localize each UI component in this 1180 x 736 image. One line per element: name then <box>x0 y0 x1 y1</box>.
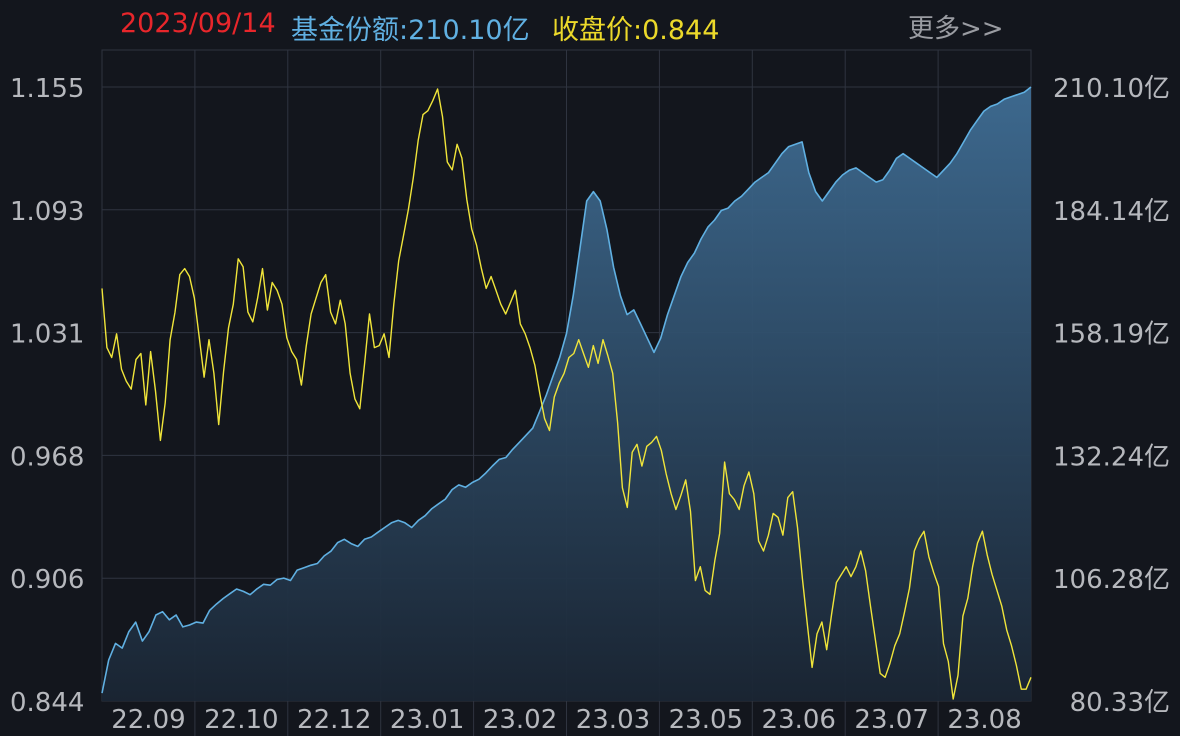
x-tick-label: 23.07 <box>854 705 928 735</box>
close-price-label: 收盘价: <box>552 15 643 46</box>
x-tick-label: 23.02 <box>483 705 557 735</box>
more-link[interactable]: 更多>> <box>908 14 1004 44</box>
x-tick-label: 22.12 <box>297 705 371 735</box>
fund-share-value: 210.10亿 <box>408 15 530 46</box>
x-tick-label: 22.09 <box>111 705 185 735</box>
x-tick-label: 23.03 <box>576 705 650 735</box>
x-tick-label: 23.01 <box>390 705 464 735</box>
y-right-tick-label: 132.24亿 <box>1053 442 1170 472</box>
close-price-value: 0.844 <box>642 15 720 46</box>
fund-share-line <box>101 86 1032 694</box>
y-left-tick-label: 0.968 <box>10 442 84 472</box>
y-right-tick-label: 184.14亿 <box>1053 197 1170 227</box>
header-close-price: 收盘价:0.844 <box>552 8 719 47</box>
y-left-tick-label: 1.155 <box>10 74 84 104</box>
y-right-tick-label: 106.28亿 <box>1053 565 1170 595</box>
y-right-tick-label: 158.19亿 <box>1053 320 1170 350</box>
x-tick-label: 23.06 <box>762 705 836 735</box>
y-right-tick-label: 210.10亿 <box>1053 74 1170 104</box>
y-right-tick-label: 80.33亿 <box>1070 688 1170 718</box>
fund-share-label: 基金份额: <box>291 15 409 46</box>
y-left-tick-label: 0.844 <box>10 688 84 718</box>
tick-layer: 1.155 210.10亿 1.093 184.14亿 1.031 158.19亿 0.96… <box>10 74 1170 735</box>
x-tick-label: 22.10 <box>204 705 278 735</box>
line-layer <box>101 86 1032 700</box>
header-date: 2023/09/14 <box>120 8 276 39</box>
y-left-tick-label: 0.906 <box>10 565 84 595</box>
x-tick-label: 23.08 <box>947 705 1021 735</box>
y-left-tick-label: 1.031 <box>10 320 84 350</box>
close-price-line <box>101 88 1032 700</box>
y-left-tick-label: 1.093 <box>10 197 84 227</box>
header-fund-share: 基金份额:210.10亿 <box>291 8 530 47</box>
x-tick-label: 23.05 <box>669 705 743 735</box>
